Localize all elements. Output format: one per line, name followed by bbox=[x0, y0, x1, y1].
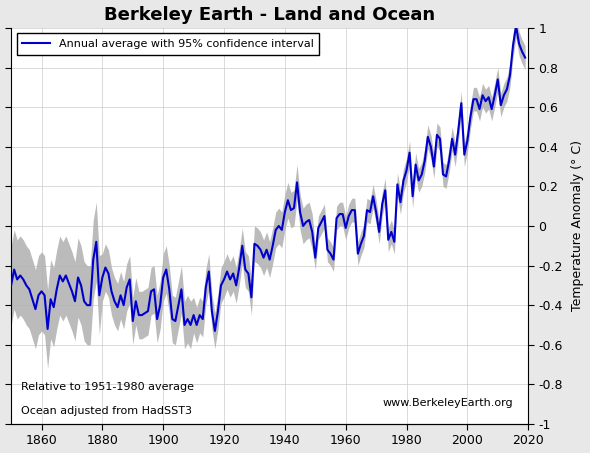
Title: Berkeley Earth - Land and Ocean: Berkeley Earth - Land and Ocean bbox=[104, 5, 435, 24]
Text: www.BerkeleyEarth.org: www.BerkeleyEarth.org bbox=[382, 398, 513, 408]
Text: Ocean adjusted from HadSST3: Ocean adjusted from HadSST3 bbox=[21, 406, 192, 416]
Legend: Annual average with 95% confidence interval: Annual average with 95% confidence inter… bbox=[17, 34, 319, 54]
Y-axis label: Temperature Anomaly (° C): Temperature Anomaly (° C) bbox=[572, 140, 585, 312]
Text: Relative to 1951-1980 average: Relative to 1951-1980 average bbox=[21, 382, 195, 392]
